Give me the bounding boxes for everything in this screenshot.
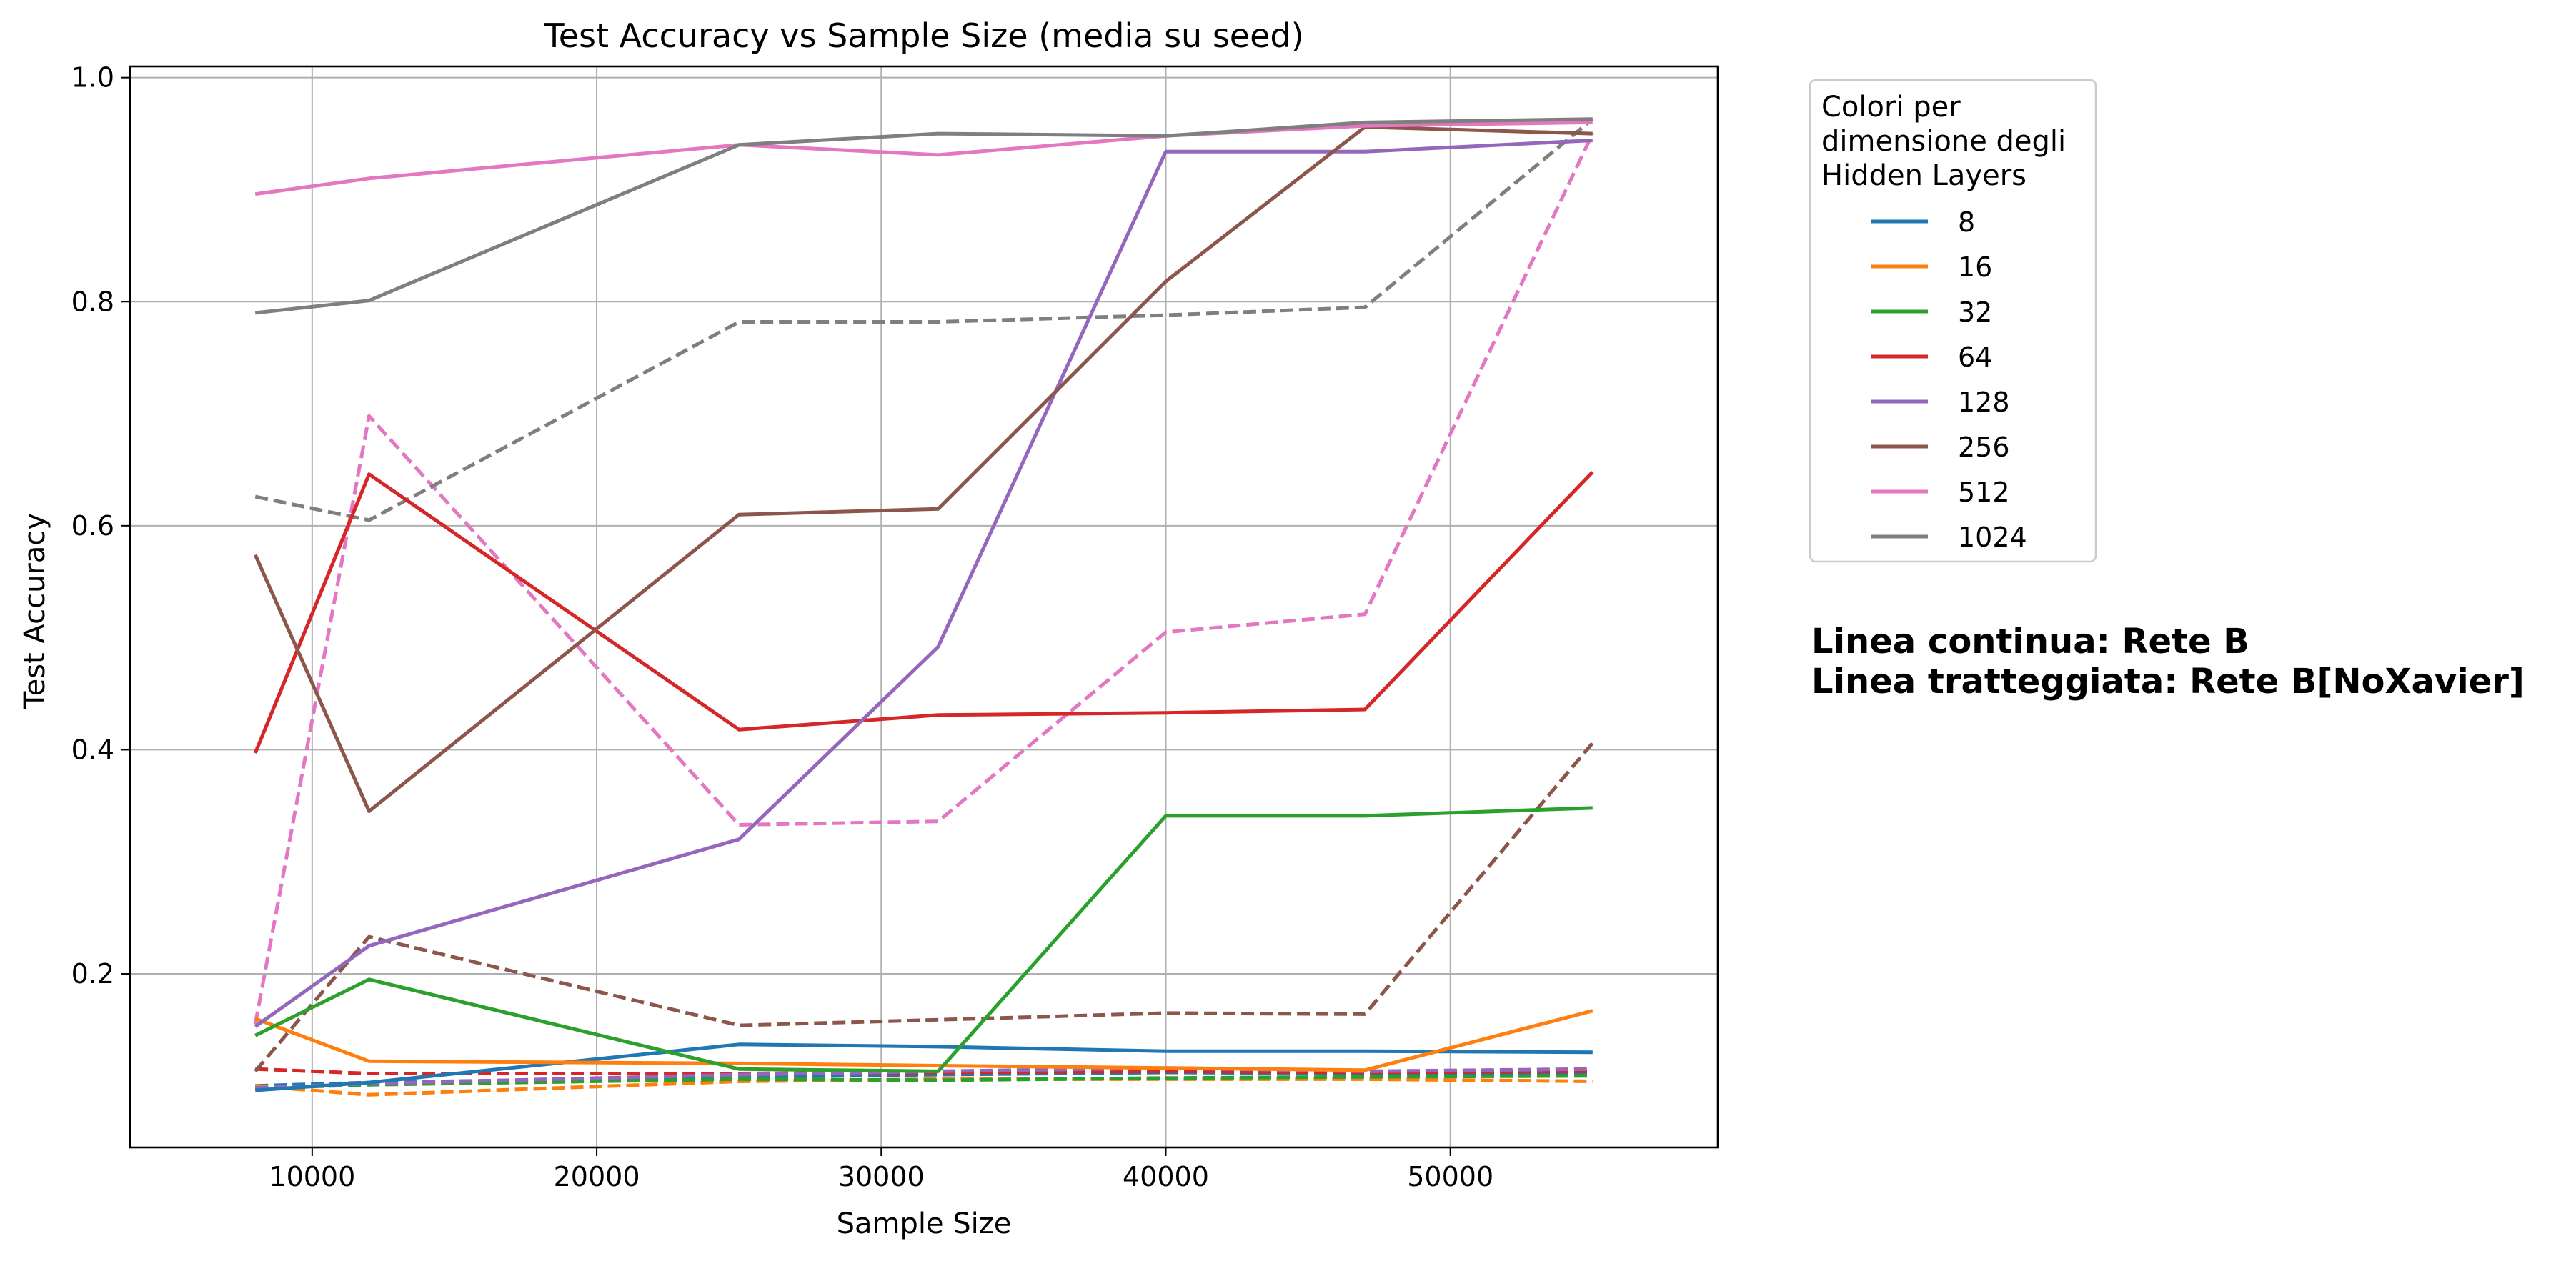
series-line-dashed-16 <box>255 1077 1593 1097</box>
series-line-solid-256 <box>253 125 1593 814</box>
series-line-solid-16 <box>254 1009 1593 1072</box>
legend-label: 8 <box>1958 206 1975 238</box>
x-axis-label: Sample Size <box>837 1207 1012 1240</box>
y-axis-ticks: 0.2 0.4 0.6 0.8 1.0 <box>71 62 130 990</box>
x-tick-label: 40000 <box>1123 1161 1209 1192</box>
legend-label: 64 <box>1958 342 1992 373</box>
legend-items: 8 16 32 64 128 256 512 1024 <box>1871 206 2027 553</box>
legend-label: 32 <box>1958 296 1992 328</box>
legend-label: 512 <box>1958 477 2010 508</box>
series-line-solid-64 <box>253 470 1594 754</box>
legend-label: 256 <box>1958 432 2010 463</box>
legend: Colori per dimensione degli Hidden Layer… <box>1809 79 2097 563</box>
series-line-dashed-64 <box>255 1067 1593 1075</box>
y-tick-label: 1.0 <box>71 62 114 94</box>
x-tick-label: 50000 <box>1407 1161 1493 1192</box>
x-axis-ticks: 10000 20000 30000 40000 50000 <box>269 1147 1493 1192</box>
plot-frame <box>129 65 1719 1149</box>
y-tick-label: 0.2 <box>71 958 114 990</box>
legend-label: 1024 <box>1958 522 2027 553</box>
legend-box <box>1809 79 2097 563</box>
grid-lines <box>130 66 1718 1147</box>
series-line-solid-512 <box>254 120 1593 196</box>
legend-label: 16 <box>1958 251 1992 283</box>
y-tick-label: 0.4 <box>71 734 114 765</box>
series-line-dashed-1024 <box>254 117 1594 522</box>
y-axis-label: Test Accuracy <box>19 513 51 709</box>
legend-title-line: dimensione degli <box>1821 125 2066 158</box>
series-line-solid-1024 <box>254 117 1593 315</box>
legend-title-line: Hidden Layers <box>1821 159 2027 192</box>
series-line-solid-128 <box>254 139 1593 1028</box>
chart-title: Test Accuracy vs Sample Size (media su s… <box>543 16 1303 55</box>
y-tick-label: 0.8 <box>71 286 114 317</box>
series-line-dashed-256 <box>254 742 1594 1073</box>
x-tick-label: 10000 <box>269 1161 355 1192</box>
legend-title-line: Colori per <box>1821 91 1961 124</box>
legend-label: 128 <box>1958 387 2010 418</box>
series-lines <box>253 117 1595 1097</box>
series-line-solid-8 <box>255 1042 1593 1092</box>
x-tick-label: 20000 <box>554 1161 640 1192</box>
annotation-dashed-line: Linea tratteggiata: Rete B[NoXavier] <box>1811 662 2525 702</box>
annotation-solid-line: Linea continua: Rete B <box>1811 622 2249 662</box>
y-tick-label: 0.6 <box>71 510 114 542</box>
series-line-dashed-512 <box>253 133 1595 1025</box>
series-line-solid-32 <box>254 806 1593 1073</box>
x-tick-label: 30000 <box>838 1161 925 1192</box>
